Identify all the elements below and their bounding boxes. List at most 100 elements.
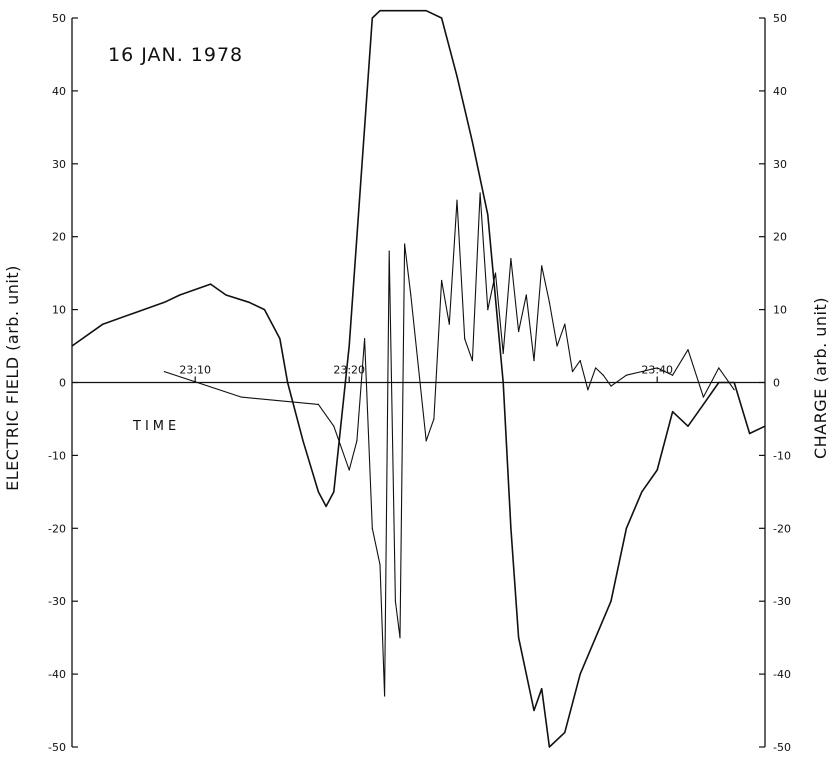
charge-point <box>464 338 466 340</box>
electric-field-point <box>502 381 504 384</box>
charge-point <box>410 294 412 296</box>
charge-point <box>541 265 543 267</box>
electric-field-point <box>225 294 227 296</box>
chart-title: 16 JAN. 1978 <box>108 44 243 66</box>
charge-point <box>556 345 558 347</box>
time-tick-label: 23:40 <box>641 364 673 377</box>
charge-point <box>579 360 581 362</box>
electric-field-point <box>479 177 481 179</box>
electric-field-series <box>71 9 766 748</box>
electric-field-point <box>595 637 597 639</box>
charge-point <box>425 440 427 442</box>
right-tick-label: -10 <box>773 449 791 462</box>
charge-point <box>487 309 489 311</box>
electric-field-point <box>133 312 135 314</box>
electric-field-point <box>371 17 373 19</box>
electric-field-point <box>333 491 335 493</box>
electric-field-point <box>287 381 289 384</box>
time-tick-label: 23:20 <box>333 364 365 377</box>
electric-field-point <box>487 214 489 216</box>
charge-point <box>687 349 689 351</box>
electric-field-point <box>279 338 281 340</box>
electric-field-point <box>71 345 73 347</box>
electric-field-point <box>541 688 543 690</box>
right-tick-label: -20 <box>773 522 791 535</box>
charge-point <box>625 374 628 376</box>
charge-point <box>417 367 420 369</box>
electric-field-point <box>733 381 735 384</box>
right-tick-label: 10 <box>773 304 787 317</box>
charge-point <box>433 418 435 420</box>
electric-field-point <box>702 403 705 405</box>
electric-field-point <box>425 10 427 12</box>
charge-point <box>502 352 504 354</box>
time-ticks: 23:10 23:20 23:40 <box>179 364 673 383</box>
electric-field-point <box>394 10 396 12</box>
electric-field-point <box>317 491 319 493</box>
electric-field-point <box>379 10 381 12</box>
charge-point <box>356 440 358 442</box>
charge-point <box>510 257 512 260</box>
charge-point <box>456 199 458 201</box>
right-tick-label: 40 <box>773 85 787 98</box>
charge-point <box>364 338 366 340</box>
electric-field-point <box>263 309 266 311</box>
electric-field-point <box>163 301 165 303</box>
charge-point <box>548 301 551 303</box>
charge-point <box>240 396 242 398</box>
series-layer <box>71 9 766 748</box>
electric-field-point <box>348 345 350 347</box>
electric-field-point <box>579 673 581 675</box>
charge-point <box>571 370 574 373</box>
charge-point <box>656 367 658 369</box>
y-axis-label-right: CHARGE (arb. unit) <box>811 297 830 459</box>
right-tick-label: -30 <box>773 595 791 608</box>
right-tick-label: 20 <box>773 231 787 244</box>
electric-field-point <box>672 411 674 413</box>
electric-field-point <box>179 294 181 296</box>
electric-field-point <box>656 469 658 471</box>
electric-field-point <box>325 505 327 508</box>
left-tick-label: 20 <box>52 231 66 244</box>
left-tick-label: -40 <box>48 668 66 681</box>
charge-point <box>533 360 535 362</box>
electric-field-point <box>610 600 612 602</box>
charge-point <box>379 564 381 566</box>
time-tick-label: 23:10 <box>179 364 211 377</box>
electric-field-point <box>518 637 520 639</box>
charge-point <box>672 374 674 376</box>
left-tick-label: 10 <box>52 304 66 317</box>
charge-point <box>348 469 350 471</box>
charge-point <box>595 367 597 369</box>
charge-point <box>587 389 589 391</box>
electric-field-point <box>410 10 412 12</box>
right-tick-label: -50 <box>773 741 791 754</box>
left-tick-label: 40 <box>52 85 66 98</box>
electric-field-point <box>302 440 304 442</box>
electric-field-point <box>548 746 551 748</box>
left-tick-label: -20 <box>48 522 66 535</box>
electric-field-point <box>456 75 458 77</box>
charge-point <box>394 600 396 602</box>
electric-field-point <box>210 283 212 285</box>
charge-point <box>384 695 386 697</box>
charge-point <box>479 192 481 194</box>
electric-field-point <box>364 126 366 128</box>
electric-field-point <box>625 527 628 529</box>
charge-point <box>610 385 612 387</box>
left-tick-label: 30 <box>52 158 66 171</box>
charge-series <box>164 192 735 697</box>
x-axis-label: TIME <box>132 419 180 434</box>
left-tick-label: 50 <box>52 12 66 25</box>
left-tick-label: -10 <box>48 449 66 462</box>
electric-field-point <box>471 141 473 143</box>
electric-field-point <box>749 432 751 435</box>
charge-point <box>718 367 720 369</box>
charge-point <box>399 637 401 639</box>
charge-point <box>602 374 604 376</box>
electric-field-point <box>441 17 443 19</box>
charge-point <box>317 403 319 405</box>
charge-point <box>441 279 443 282</box>
